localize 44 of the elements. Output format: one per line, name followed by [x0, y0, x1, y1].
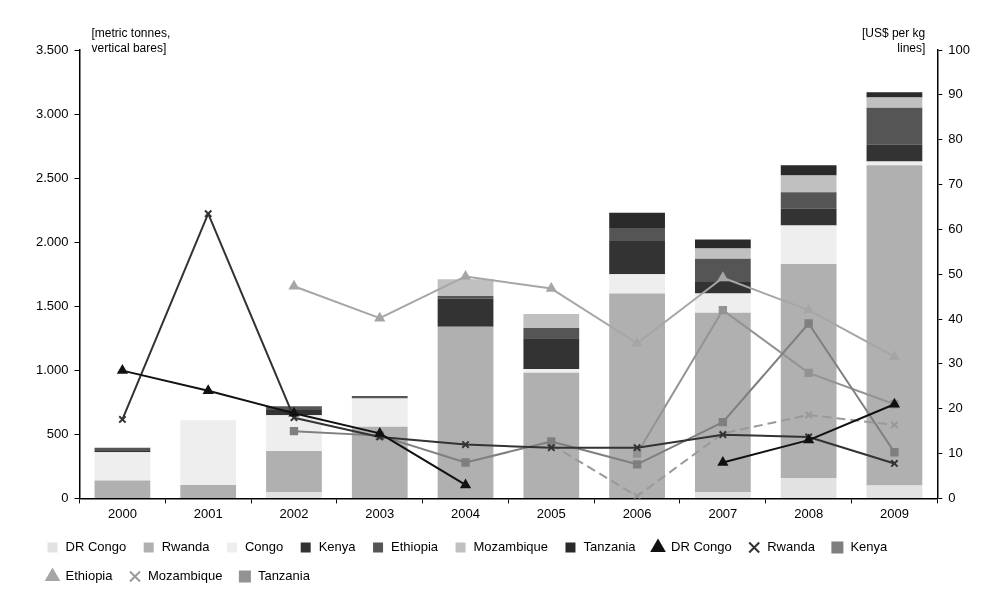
y2-tick-label: 100 — [948, 41, 971, 57]
legend-label: Tanzania — [583, 539, 637, 555]
y-tick-label: 1.000 — [35, 361, 69, 377]
y-tick-label: 3.000 — [35, 105, 69, 121]
legend-label: DR Congo — [65, 539, 127, 555]
x-tick-label: 2008 — [794, 505, 824, 521]
y-tick-label: 0 — [61, 489, 69, 505]
legend-label: Congo — [244, 539, 284, 555]
y-tick-label: 3.500 — [35, 41, 69, 57]
legend-label: Kenya — [318, 539, 357, 555]
legend-label: Rwanda — [161, 539, 211, 555]
legend-label: DR Congo — [671, 539, 732, 555]
y2-tick-label: 40 — [948, 310, 963, 326]
y-tick-label: 1.500 — [35, 297, 69, 313]
y-axis-title: [metric tonnes, vertical bares] — [91, 26, 171, 56]
y-tick-label: 2.500 — [35, 169, 69, 185]
x-tick-label: 2004 — [451, 505, 480, 521]
y-tick-label: 2.000 — [35, 233, 69, 249]
legend-label: Mozambique — [473, 539, 548, 555]
legend-label: Mozambique — [147, 568, 223, 584]
y2-tick-label: 30 — [948, 355, 963, 371]
x-tick-label: 2000 — [107, 505, 137, 521]
y2-tick-label: 90 — [948, 86, 963, 102]
x-tick-label: 2009 — [879, 505, 909, 521]
y2-tick-label: 20 — [948, 400, 963, 416]
legend-label: Tanzania — [257, 568, 311, 584]
y2-tick-label: 60 — [948, 220, 963, 236]
x-tick-label: 2006 — [622, 505, 652, 521]
legend-label: Rwanda — [767, 539, 816, 555]
y2-axis-title: [US$ per kg lines] — [861, 26, 926, 56]
x-tick-label: 2003 — [365, 505, 395, 521]
x-tick-label: 2007 — [708, 505, 738, 521]
legend-label: Kenya — [850, 539, 889, 555]
y2-tick-label: 50 — [948, 265, 963, 281]
y2-tick-label: 80 — [948, 131, 963, 147]
y2-tick-label: 10 — [948, 445, 963, 461]
y2-tick-label: 0 — [948, 489, 956, 505]
y2-tick-label: 70 — [948, 176, 963, 192]
legend-label: Ethiopia — [65, 568, 114, 584]
x-tick-label: 2005 — [536, 505, 566, 521]
legend-label: Ethiopia — [391, 539, 439, 555]
x-tick-label: 2002 — [279, 505, 309, 521]
x-tick-label: 2001 — [193, 505, 223, 521]
y-tick-label: 500 — [46, 425, 69, 441]
